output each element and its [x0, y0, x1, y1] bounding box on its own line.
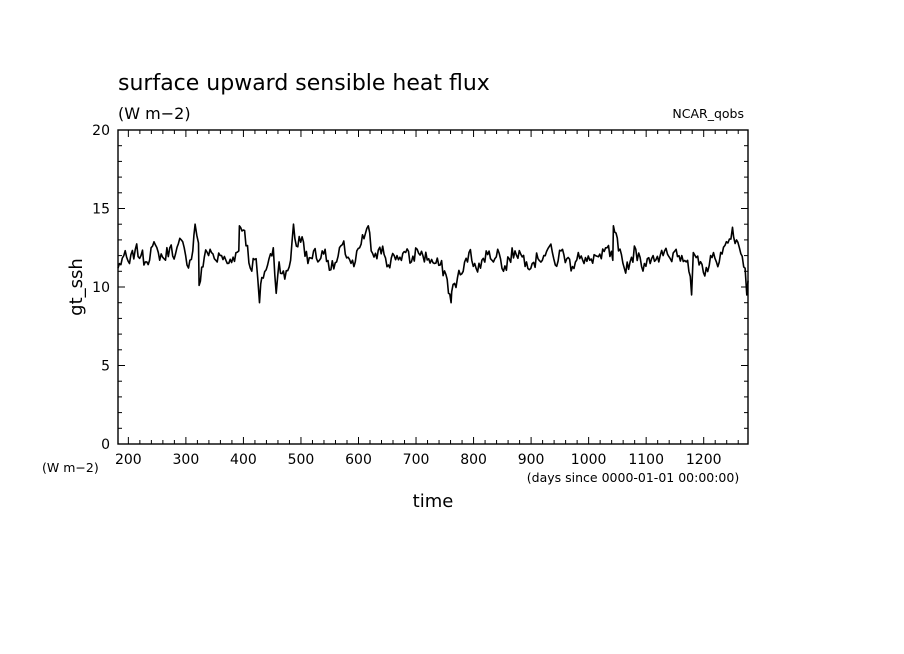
y-tick-label: 10: [92, 280, 110, 296]
y-tick-label: 5: [101, 359, 110, 375]
chart-units: (W m−2): [118, 104, 191, 123]
y-tick-label: 20: [92, 123, 110, 139]
plot-frame: [117, 129, 749, 445]
x-tick-label: 800: [460, 452, 487, 468]
x-tick-label: 1200: [686, 452, 722, 468]
x-tick-labels: 200 300 400 500 600 700 800 900 1000 1100 1200: [115, 452, 722, 468]
x-tick-label: 300: [173, 452, 200, 468]
x-tick-label: 700: [403, 452, 430, 468]
y-tick-label: 15: [92, 202, 110, 218]
y-axis-units: (W m−2): [42, 460, 99, 475]
x-tick-label: 400: [230, 452, 257, 468]
x-axis-units: (days since 0000-01-01 00:00:00): [527, 470, 739, 485]
source-label: NCAR_qobs: [672, 106, 744, 121]
x-tick-label: 500: [288, 452, 315, 468]
y-tick-labels: 0 5 10 15 20: [92, 123, 110, 453]
x-axis-label: time: [413, 491, 454, 512]
y-axis-label: gt_ssh: [66, 258, 87, 316]
x-tick-label: 600: [345, 452, 372, 468]
series-line: [117, 223, 749, 304]
x-tick-label: 200: [115, 452, 142, 468]
x-tick-label: 1000: [571, 452, 607, 468]
chart-title: surface upward sensible heat flux: [118, 71, 490, 96]
x-tick-label: 1100: [628, 452, 664, 468]
x-tick-label: 900: [518, 452, 545, 468]
y-tick-label: 0: [101, 437, 110, 453]
